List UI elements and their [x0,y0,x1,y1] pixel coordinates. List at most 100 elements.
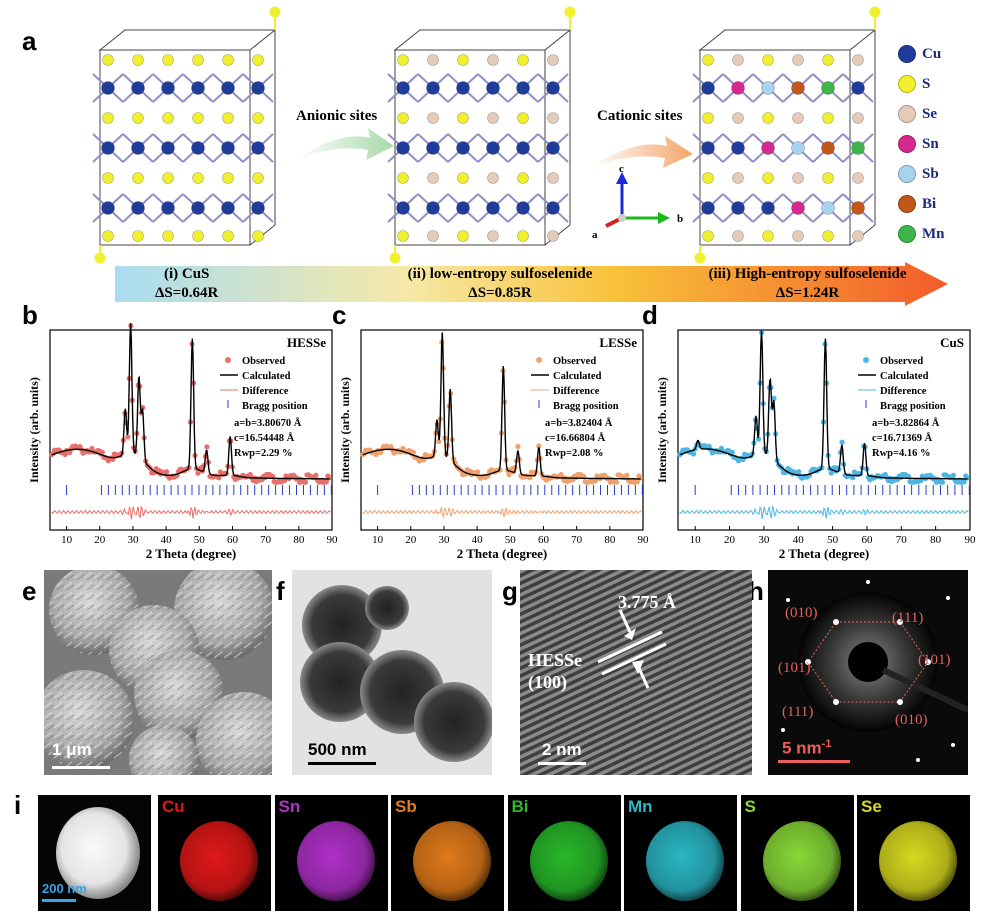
observed-point [323,479,329,485]
xrd-chart-cus: 10 20 30 40 50 60 70 80 90 2 Theta (degree) Intens… [655,329,976,561]
legend-entry: Bragg position [242,401,308,412]
chart-legend: Observed Calculated Difference Bragg positi… [531,356,619,459]
observed-point [964,475,970,481]
observed-point [771,395,777,401]
cationic-arrow [590,136,693,168]
panel-label-f: f [276,576,285,606]
x-tick-label: 80 [293,534,305,546]
eds-signal [529,821,608,901]
chart-legend: Observed Calculated Difference Bragg positi… [220,356,308,459]
y-axis-label: Intensity (arb. units) [655,377,669,483]
eds-signal [413,821,491,901]
eds-signal [296,821,375,901]
observed-point [961,479,967,485]
legend-label: Se [922,105,937,122]
observed-point [99,449,106,455]
legend-item-bi: Bi [898,192,936,216]
tem-image [292,570,492,775]
observed-point [527,475,533,481]
chart-legend: Observed Calculated Difference Bragg positi… [858,356,946,459]
x-tick-label: 60 [538,534,550,546]
difference-line [679,505,969,520]
saed-spot-4: (101) [918,652,951,668]
eds-signal [646,821,724,901]
observed-point [536,443,542,449]
observed-point [204,444,210,450]
fit-parameter: Rwp=4.16 % [872,448,931,459]
legend-dot [898,75,916,93]
observed-point [302,479,309,485]
x-tick-label: 70 [896,534,908,546]
legend-item-cu: Cu [898,42,941,66]
observed-point [195,470,201,476]
y-axis-label: Intensity (arb. units) [338,377,352,483]
x-tick-label: 30 [758,534,770,546]
legend-entry: Difference [553,386,600,397]
legend-label: Mn [922,225,945,242]
x-tick-label: 70 [260,534,272,546]
legend-entry: Observed [880,356,923,367]
eds-map-sb: Sb [391,795,504,911]
observed-point [506,471,512,478]
legend-label: Bi [922,195,937,212]
legend-dot [898,135,916,153]
legend-entry: Calculated [553,371,602,382]
legend-entry: Observed [242,356,285,367]
x-tick-label: 80 [930,534,942,546]
plot-frame [49,329,333,531]
x-axis-label: 2 Theta (degree) [457,546,548,561]
eds-element-label: Sb [395,797,417,816]
observed-point [613,479,620,485]
x-tick-label: 60 [227,534,239,546]
hrtem-plane-label: (100) [528,672,567,692]
crystal-structures [92,6,881,264]
x-tick-label: 20 [94,534,106,546]
legend-entry: Observed [553,356,596,367]
eds-signal [762,821,841,901]
legend-label: Sb [922,165,939,182]
cationic-sites-label: Cationic sites [597,108,683,124]
y-axis-label: Intensity (arb. units) [27,377,41,483]
legend-entry: Calculated [242,371,291,382]
legend-entry: Bragg position [553,401,619,412]
observed-point [850,475,856,481]
eds-map-se: Se [857,795,970,911]
eds-map-bi: Bi [507,795,621,911]
bragg-ticks [694,485,970,495]
saed-spot-5: (111) [782,704,814,720]
entropy-cus: (i) CuS ΔS=0.64R [155,266,219,301]
x-tick-label: 40 [472,534,484,546]
legend-label: S [922,75,931,92]
unit-cell-3 [692,6,881,264]
legend-item-sn: Sn [898,132,939,156]
fit-parameter: c=16.54448 Å [234,432,295,444]
x-tick-label: 80 [604,534,616,546]
axis-c-label: c [619,163,624,175]
eds-element-label: Se [861,797,882,816]
fit-parameter: a=b=3.82864 Å [872,417,940,429]
x-tick-label: 90 [638,534,650,546]
observed-point [950,472,956,478]
legend-entry: Difference [242,386,289,397]
plot-frame [677,329,971,531]
legend-entry: Calculated [880,371,929,382]
observed-point [475,469,481,475]
observed-point [828,470,834,476]
fit-parameter: a=b=3.82404 Å [545,417,613,429]
saed-spot-2: (111) [892,610,924,626]
observed-point [796,469,802,475]
eds-element-label: Bi [511,797,529,816]
x-tick-label: 50 [505,534,517,546]
x-tick-label: 20 [405,534,417,546]
saed-spot-6: (010) [895,712,928,728]
anionic-arrow [295,128,394,160]
panel-label-i: i [14,790,22,820]
legend-item-mn: Mn [898,222,945,246]
observed-point [755,436,762,442]
x-axis-label: 2 Theta (degree) [146,546,237,561]
unit-cell-2 [387,6,576,264]
saed-spot-1: (010) [785,605,818,621]
observed-point [839,439,845,445]
entropy-hessе: (iii) High-entropy sulfoselenide ΔS=1.24R [708,266,907,301]
legend-item-se: Se [898,102,937,126]
